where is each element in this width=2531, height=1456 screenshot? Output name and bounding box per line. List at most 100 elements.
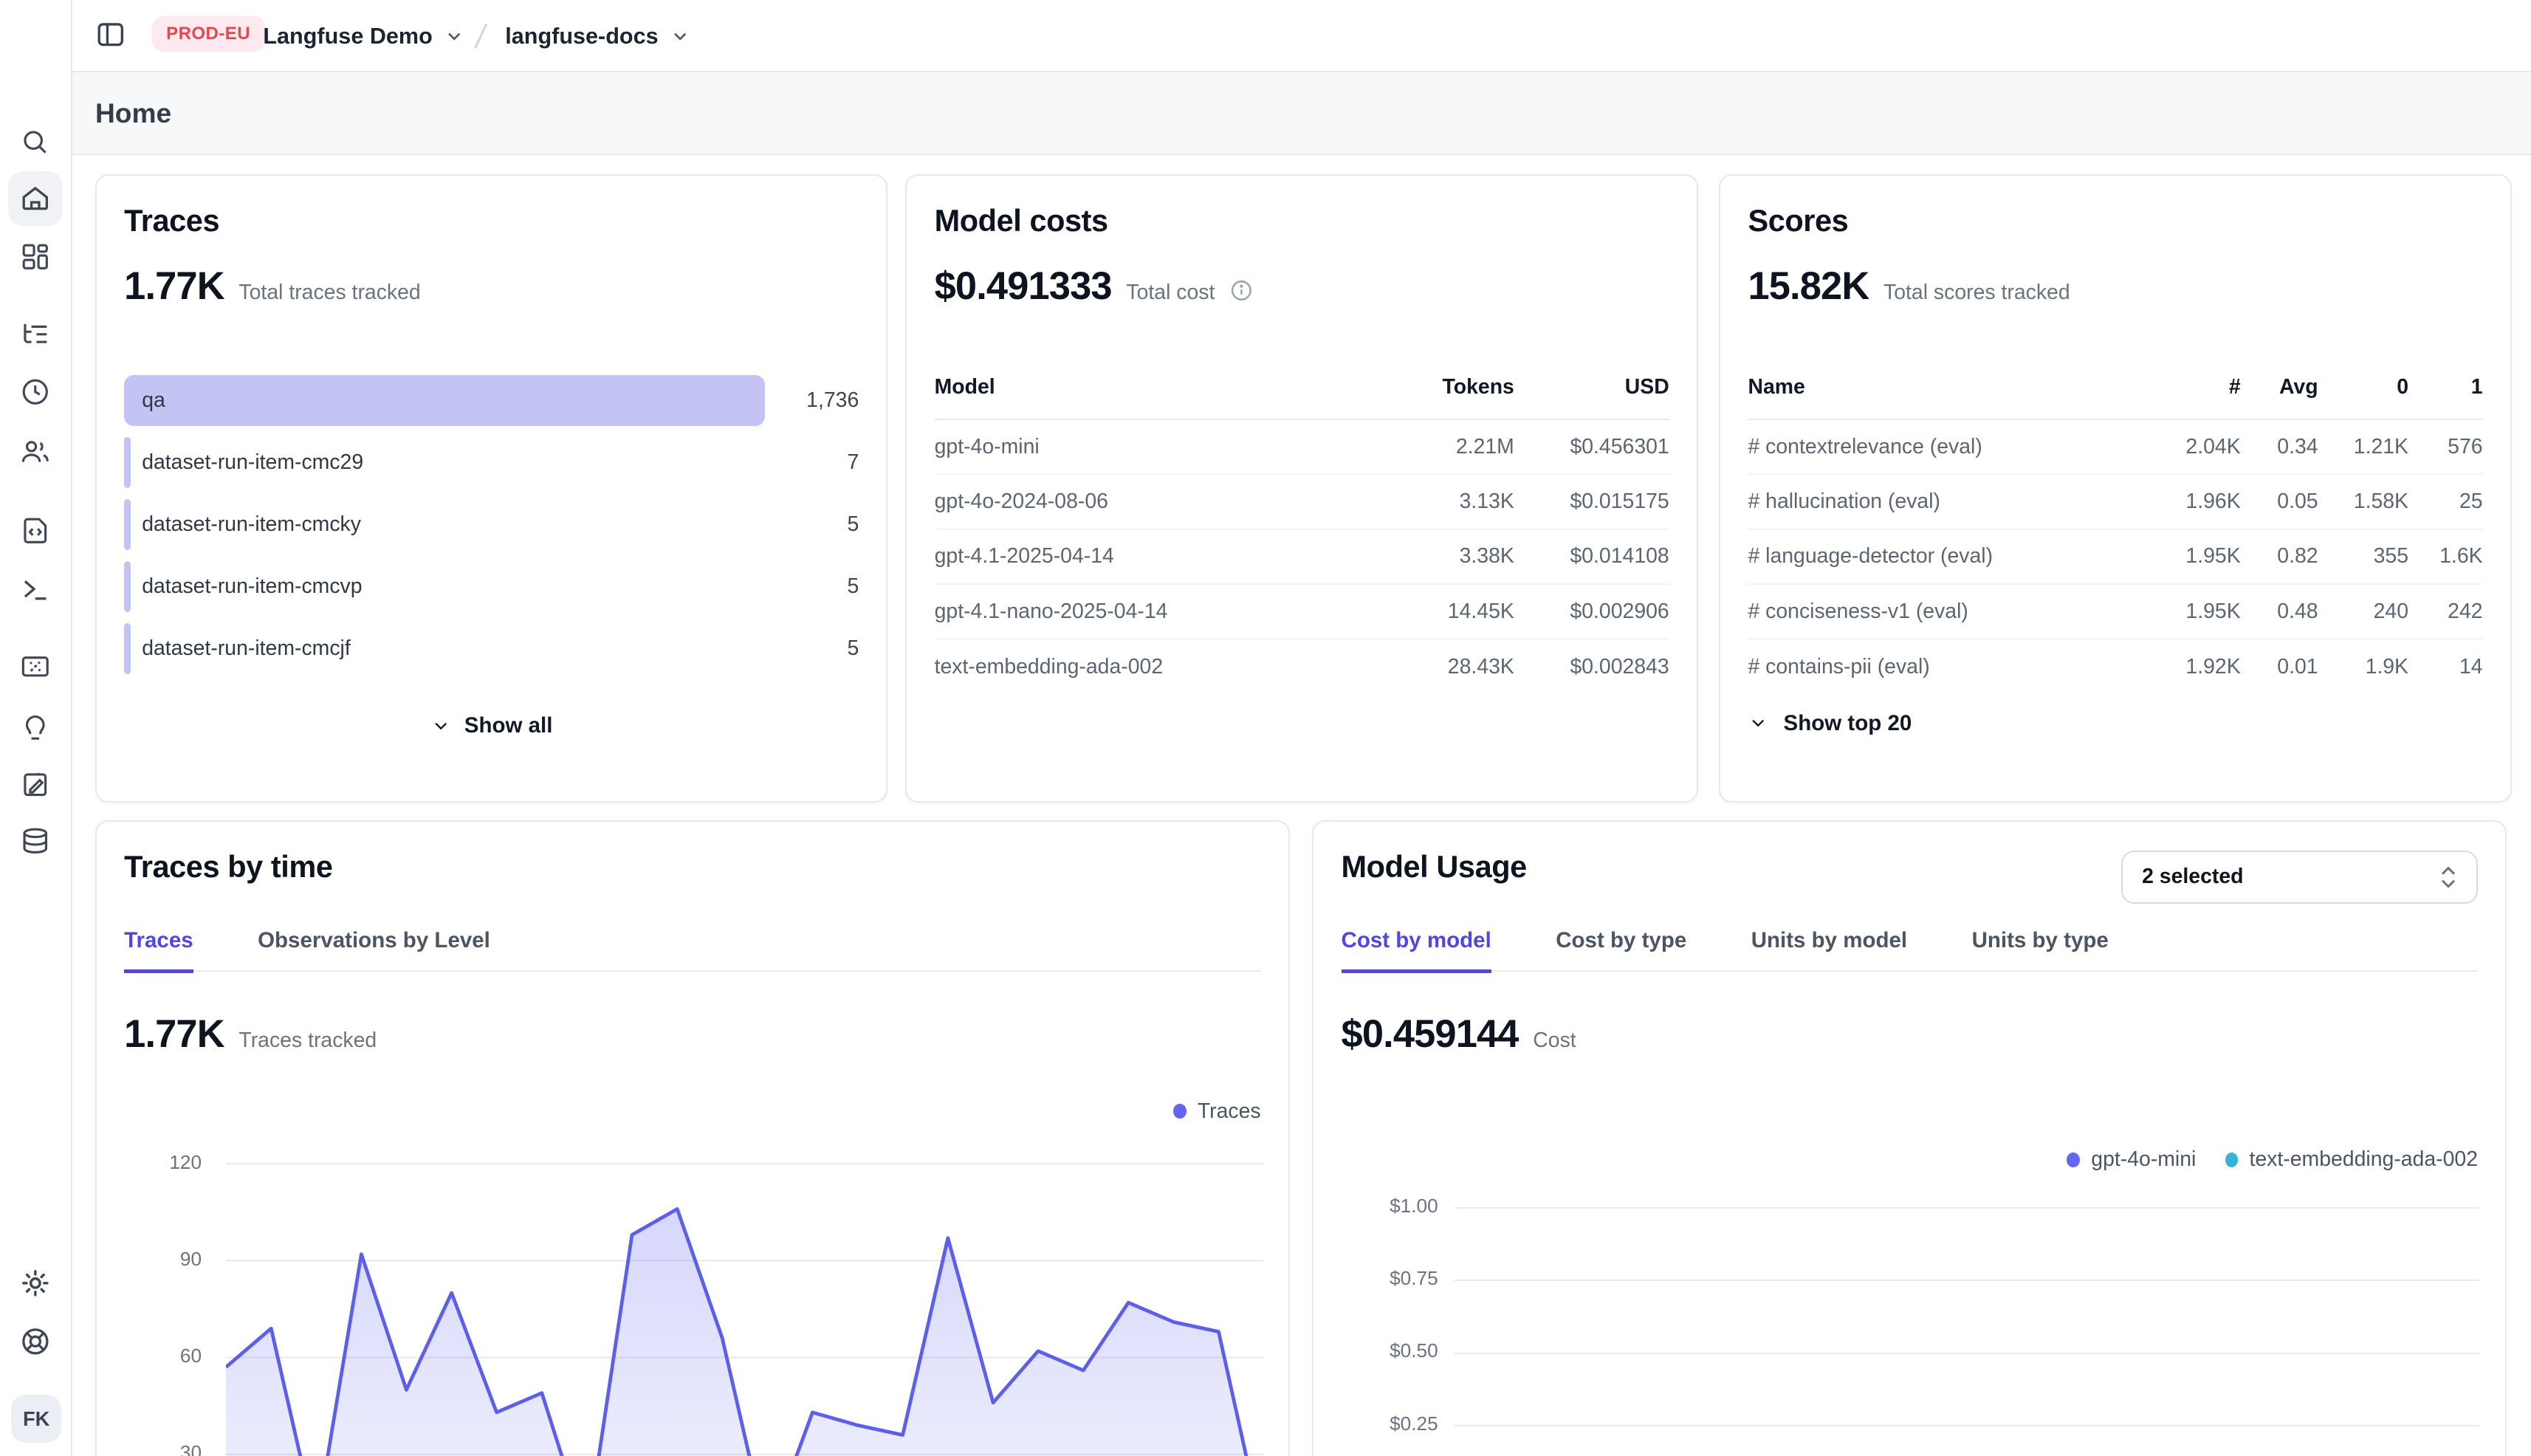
annotation-lightbulb-icon[interactable] [18,709,53,744]
traces-total-label: Total traces tracked [238,281,420,305]
bar-label: dataset-run-item-cmc29 [142,437,363,488]
evaluators-percent-icon[interactable] [18,649,53,684]
y-tick: $0.75 [1342,1267,1438,1290]
bar-value: 5 [765,636,859,661]
show-all-label: Show all [464,713,553,738]
tab-cost-by-model[interactable]: Cost by model [1342,928,1491,973]
bar [124,375,765,426]
home-icon[interactable] [18,181,53,216]
breadcrumb-divider [470,21,492,58]
bar-value: 1,736 [765,388,859,413]
table-header-row: Model Tokens USD [935,375,1669,420]
traces-by-time-card: Traces by time Traces Observations by Le… [95,820,1290,1456]
model-costs-card: Model costs $0.491333 Total cost Model T… [905,174,1697,802]
breadcrumb-project[interactable]: langfuse-docs [505,0,690,72]
usage-cost-label: Cost [1533,1029,1576,1053]
tracing-tree-icon[interactable] [18,316,53,351]
y-tick: 60 [124,1345,202,1367]
sidebar-toggle-icon[interactable] [95,19,126,50]
org-name: Langfuse Demo [263,24,432,49]
bar [124,561,131,612]
playground-terminal-icon[interactable] [18,571,53,607]
traces-by-time-tabs: Traces Observations by Level [124,928,1260,972]
show-all-button[interactable]: Show all [124,713,859,738]
legend-label: Traces [1198,1099,1261,1124]
bar-label: dataset-run-item-cmcky [142,499,361,550]
legend-dot-gpt-4o-mini [2067,1153,2079,1167]
settings-gear-icon[interactable] [18,1266,53,1301]
support-life-ring-icon[interactable] [18,1324,53,1359]
bar [124,437,131,488]
trace-bar-row: dataset-run-item-cmcvp 5 [124,561,859,612]
environment-badge: PROD-EU [152,16,265,52]
traces-card: Traces 1.77K Total traces tracked qa 1,7… [95,174,887,802]
chevron-down-icon [1748,712,1768,733]
table-row: # contains-pii (eval)1.92K0.011.9K14 [1748,639,2482,694]
gridline [1455,1280,2480,1281]
search-icon[interactable] [18,124,53,159]
users-icon[interactable] [18,434,53,470]
table-row: text-embedding-ada-00228.43K$0.002843 [935,639,1669,694]
gridline [1455,1207,2480,1209]
top-bar: PROD-EU Langfuse Demo langfuse-docs [0,0,2531,72]
tab-units-by-model[interactable]: Units by model [1751,928,1907,971]
bar-value: 7 [765,450,859,475]
show-top-20-button[interactable]: Show top 20 [1748,711,2482,736]
dashboards-icon[interactable] [18,239,53,275]
legend-label: text-embedding-ada-002 [2249,1147,2478,1172]
trace-bar-row: qa 1,736 [124,375,859,426]
datasets-database-icon[interactable] [18,823,53,859]
scores-card: Scores 15.82K Total scores tracked Name … [1719,174,2511,802]
scores-total-label: Total scores tracked [1883,281,2070,305]
y-tick: 120 [124,1151,202,1174]
trace-bar-row: dataset-run-item-cmc29 7 [124,437,859,488]
table-row: # conciseness-v1 (eval)1.95K0.48240242 [1748,585,2482,639]
tab-traces[interactable]: Traces [124,928,193,973]
model-select-value: 2 selected [2142,865,2243,889]
page-title: Home [95,97,171,129]
table-row: # contextrelevance (eval)2.04K0.341.21K5… [1748,420,2482,475]
prompts-file-code-icon[interactable] [18,513,53,549]
bar [124,623,131,674]
sidebar: FK [0,0,72,1456]
traces-tracked-total: 1.77K [124,1012,224,1057]
tab-cost-by-type[interactable]: Cost by type [1556,928,1686,971]
legend-dot-text-embedding-ada-002 [2225,1153,2238,1167]
bar-value: 5 [765,574,859,599]
model-usage-tabs: Cost by model Cost by type Units by mode… [1342,928,2478,972]
table-header-row: Name # Avg 0 1 [1748,375,2482,420]
y-tick: $1.00 [1342,1195,1438,1218]
scores-table: Name # Avg 0 1 # contextrelevance (eval)… [1748,375,2482,695]
trace-bar-row: dataset-run-item-cmcky 5 [124,499,859,550]
traces-area-chart: 120 90 60 30 [124,1144,1266,1456]
breadcrumb-org[interactable]: Langfuse Demo [263,0,464,72]
y-tick: 30 [124,1441,202,1456]
legend-label: gpt-4o-mini [2091,1147,2196,1172]
page-header: Home [72,72,2531,154]
model-usage-card: Model Usage 2 selected Cost by model Cos… [1312,820,2507,1456]
y-tick: 90 [124,1248,202,1271]
info-icon[interactable] [1229,278,1254,309]
user-avatar[interactable]: FK [11,1395,61,1443]
experiments-clipboard-pen-icon[interactable] [18,766,53,802]
table-row: gpt-4o-mini2.21M$0.456301 [935,420,1669,475]
traces-tracked-label: Traces tracked [238,1029,377,1053]
usage-chart-legend: gpt-4o-mini text-embedding-ada-002 [2067,1147,2478,1172]
usage-line-chart: $1.00 $0.75 $0.50 $0.25 [1342,1192,2480,1456]
y-tick: $0.25 [1342,1412,1438,1435]
sessions-clock-icon[interactable] [18,374,53,410]
model-select-dropdown[interactable]: 2 selected [2121,851,2478,904]
table-row: # language-detector (eval)1.95K0.823551.… [1748,530,2482,585]
bar-label: dataset-run-item-cmcjf [142,623,351,674]
y-tick: $0.50 [1342,1339,1438,1362]
gridline [1455,1425,2480,1426]
col-model: Model [935,375,1379,399]
traces-bar-list: qa 1,736 dataset-run-item-cmc29 7 datase… [124,375,859,674]
project-name: langfuse-docs [505,24,658,49]
bar-value: 5 [765,512,859,537]
tab-observations-by-level[interactable]: Observations by Level [258,928,490,971]
trace-bar-row: dataset-run-item-cmcjf 5 [124,623,859,674]
tab-units-by-type[interactable]: Units by type [1972,928,2109,971]
model-costs-total: $0.491333 [935,264,1112,309]
table-row: gpt-4o-2024-08-063.13K$0.015175 [935,475,1669,529]
